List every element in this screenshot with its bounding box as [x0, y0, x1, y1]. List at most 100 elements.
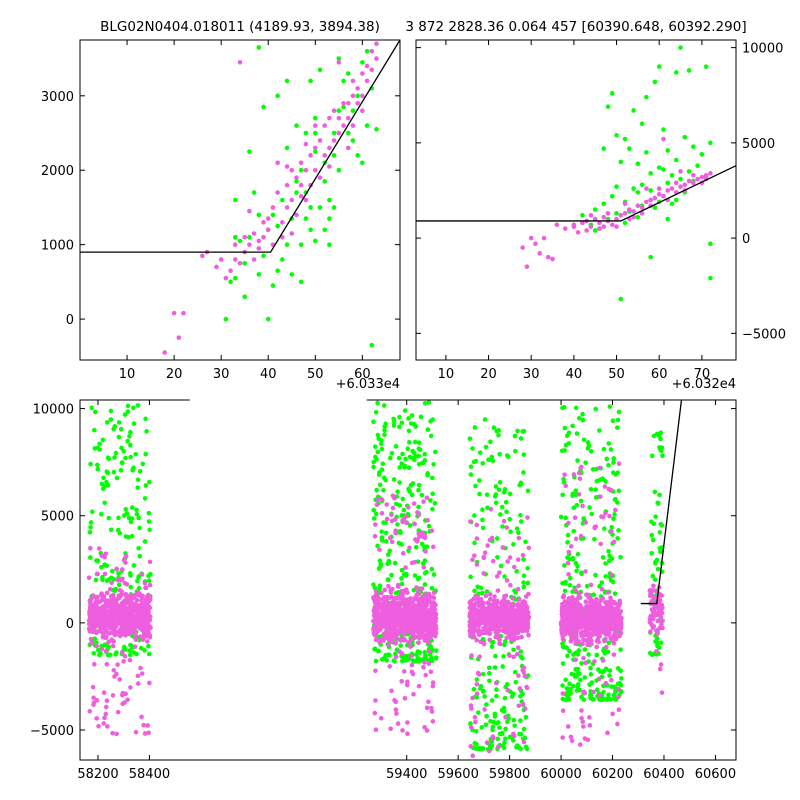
data-point	[492, 711, 498, 717]
data-point	[416, 640, 421, 645]
data-point	[603, 510, 608, 516]
data-point	[375, 543, 380, 549]
data-point	[505, 687, 511, 693]
data-point	[95, 466, 101, 472]
data-point	[612, 696, 617, 701]
data-point	[327, 216, 332, 221]
data-point	[360, 60, 365, 65]
data-point	[401, 615, 407, 621]
data-point	[92, 427, 97, 433]
data-point	[512, 433, 518, 439]
data-point	[118, 426, 124, 432]
data-point	[512, 448, 518, 454]
data-point	[648, 188, 653, 193]
data-point	[601, 690, 606, 695]
data-point	[430, 417, 435, 422]
data-point	[395, 584, 401, 589]
data-point	[131, 465, 136, 471]
data-point	[654, 649, 659, 654]
data-point	[406, 416, 411, 421]
data-point	[605, 600, 611, 605]
data-point	[360, 93, 365, 99]
data-point	[493, 653, 498, 659]
data-point	[598, 605, 603, 611]
data-point	[478, 639, 484, 645]
data-point	[261, 104, 266, 110]
data-point	[416, 504, 421, 510]
data-point	[648, 614, 653, 619]
data-point	[473, 458, 479, 464]
data-point	[327, 164, 332, 169]
data-point	[421, 499, 426, 504]
data-point	[382, 432, 387, 438]
data-point	[550, 256, 555, 262]
data-point	[507, 516, 513, 522]
data-point	[131, 623, 136, 628]
data-point	[393, 634, 399, 639]
data-point	[652, 489, 658, 495]
data-point	[373, 444, 378, 449]
data-point	[394, 711, 399, 716]
data-point	[89, 640, 94, 646]
data-point	[492, 594, 497, 599]
data-point	[374, 56, 379, 61]
data-point	[96, 647, 101, 653]
data-point	[500, 628, 506, 633]
data-point	[597, 622, 603, 628]
data-point	[575, 684, 580, 689]
data-point	[308, 227, 313, 233]
data-point	[598, 541, 604, 547]
data-point	[501, 705, 507, 711]
data-point	[91, 702, 96, 708]
data-point	[134, 507, 139, 513]
data-point	[609, 528, 614, 534]
data-point	[418, 414, 424, 420]
data-point	[116, 582, 122, 588]
data-point	[616, 461, 622, 467]
x-tick-label: 58200	[77, 767, 118, 782]
data-point	[420, 561, 426, 566]
data-point	[473, 719, 478, 725]
data-point	[601, 648, 606, 654]
data-point	[516, 596, 522, 602]
data-point	[522, 600, 528, 605]
top-right-chart-title: 3 872 2828.36 0.064 457 [60390.648, 6039…	[405, 19, 746, 35]
data-point	[605, 211, 611, 216]
data-point	[485, 543, 490, 548]
data-point	[494, 598, 500, 604]
data-point	[558, 514, 564, 520]
data-point	[660, 625, 665, 631]
data-point	[590, 611, 595, 617]
data-point	[380, 461, 386, 467]
data-point	[502, 695, 508, 701]
data-point	[373, 598, 378, 604]
data-point	[122, 513, 127, 518]
data-point	[606, 615, 611, 621]
data-point	[123, 506, 129, 512]
data-point	[104, 578, 110, 583]
data-point	[415, 510, 420, 515]
data-point	[470, 446, 475, 451]
data-point	[469, 653, 474, 658]
data-point	[345, 71, 351, 76]
data-point	[162, 350, 168, 355]
data-point	[606, 548, 611, 554]
top-left-axes-frame	[79, 39, 401, 361]
data-point	[428, 635, 433, 641]
data-point	[587, 682, 592, 687]
data-point	[247, 242, 252, 247]
data-point	[589, 600, 595, 606]
data-point	[312, 145, 318, 151]
data-point	[91, 695, 96, 701]
data-point	[223, 316, 229, 322]
data-point	[661, 136, 666, 142]
data-point	[137, 554, 143, 559]
x-tick-label: 60000	[540, 767, 581, 782]
data-point	[605, 104, 611, 109]
data-point	[609, 193, 615, 199]
data-point	[417, 657, 422, 662]
data-point	[502, 594, 507, 599]
data-point	[669, 201, 675, 207]
data-point	[573, 536, 579, 542]
data-point	[385, 552, 391, 557]
